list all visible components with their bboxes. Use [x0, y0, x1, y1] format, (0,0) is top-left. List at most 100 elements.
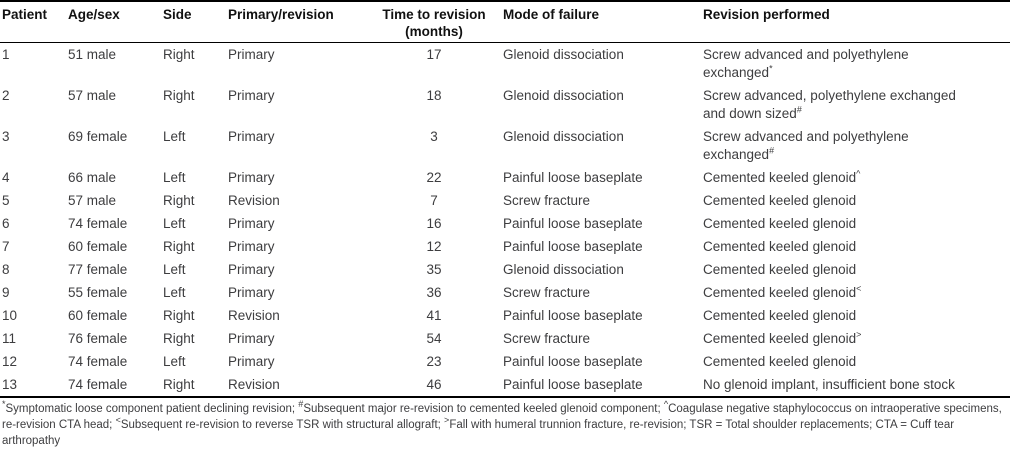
cell-months: 35: [426, 261, 442, 277]
cell-failure: Glenoid dissociation: [503, 261, 624, 277]
cell-months: 46: [426, 376, 442, 392]
cell-revision: Cemented keeled glenoid: [700, 235, 1010, 258]
cell-type: Primary: [228, 284, 275, 300]
cell-age-sex: 60 female: [68, 307, 128, 323]
table-row: 4 66 male Left Primary 22 Painful loose basep…: [0, 166, 1010, 189]
cell-type: Primary: [228, 238, 275, 254]
header-row: Patient Age/sex Side Primary/revision Ti…: [0, 1, 1010, 43]
revision-text: Cemented keeled glenoid: [703, 169, 857, 185]
table-row: 13 74 female Right Revision 46 Painful loose …: [0, 373, 1010, 397]
cell-months: 12: [426, 238, 442, 254]
cell-patient: 10: [2, 307, 18, 323]
cell-patient: 12: [2, 353, 18, 369]
revision-text: Cemented keeled glenoid: [703, 238, 857, 254]
revision-text: Cemented keeled glenoid: [703, 353, 857, 369]
cell-type: Revision: [228, 192, 280, 208]
table-row: 11 76 female Right Primary 54 Screw fracture C…: [0, 327, 1010, 350]
cell-revision: Cemented keeled glenoid: [700, 350, 1010, 373]
cell-side: Left: [163, 261, 186, 277]
cell-side: Right: [163, 307, 195, 323]
revision-text: Screw advanced and polyethylene exchange…: [703, 46, 909, 80]
cell-patient: 7: [2, 238, 10, 254]
cell-months: 36: [426, 284, 442, 300]
footnote-marker: *: [2, 399, 6, 410]
cell-age-sex: 76 female: [68, 330, 128, 346]
cell-type: Primary: [228, 353, 275, 369]
table-row: 12 74 female Left Primary 23 Painful loose ba…: [0, 350, 1010, 373]
revision-text: Screw advanced and polyethylene exchange…: [703, 128, 909, 162]
cell-failure: Painful loose baseplate: [503, 238, 643, 254]
cell-patient: 9: [2, 284, 10, 300]
table-row: 5 57 male Right Revision 7 Screw fracture Ceme…: [0, 189, 1010, 212]
cell-months: 54: [426, 330, 442, 346]
cell-failure: Glenoid dissociation: [503, 87, 624, 103]
cell-patient: 8: [2, 261, 10, 277]
table-row: 6 74 female Left Primary 16 Painful loose bas…: [0, 212, 1010, 235]
footnote-marker: >: [444, 415, 450, 426]
cell-age-sex: 57 male: [68, 192, 117, 208]
revision-text: Cemented keeled glenoid: [703, 330, 857, 346]
cell-months: 7: [430, 192, 438, 208]
cell-age-sex: 60 female: [68, 238, 128, 254]
col-header-patient: Patient: [0, 1, 66, 43]
cell-age-sex: 66 male: [68, 169, 117, 185]
footnote-marker: ^: [856, 168, 861, 178]
cell-patient: 13: [2, 376, 18, 392]
table-row: 2 57 male Right Primary 18 Glenoid dissociati…: [0, 84, 1010, 125]
cell-side: Right: [163, 376, 195, 392]
cell-revision: Cemented keeled glenoid>: [700, 327, 1010, 350]
cell-type: Primary: [228, 261, 275, 277]
table-row: 8 77 female Left Primary 35 Glenoid dissociat…: [0, 258, 1010, 281]
cell-revision: Cemented keeled glenoid: [700, 189, 1010, 212]
revision-text: Screw advanced, polyethylene exchanged a…: [703, 87, 956, 121]
cell-side: Right: [163, 46, 195, 62]
cell-months: 16: [426, 215, 442, 231]
cell-revision: Screw advanced, polyethylene exchanged a…: [700, 84, 1010, 125]
cell-age-sex: 55 female: [68, 284, 128, 300]
revision-text: No glenoid implant, insufficient bone st…: [703, 376, 955, 392]
cell-type: Revision: [228, 307, 280, 323]
cell-side: Right: [163, 330, 195, 346]
cell-failure: Painful loose baseplate: [503, 307, 643, 323]
revision-text: Cemented keeled glenoid: [703, 192, 857, 208]
cell-type: Primary: [228, 128, 275, 144]
cell-failure: Glenoid dissociation: [503, 46, 624, 62]
cell-side: Right: [163, 192, 195, 208]
cell-age-sex: 77 female: [68, 261, 128, 277]
cell-type: Primary: [228, 87, 275, 103]
cell-revision: Cemented keeled glenoid: [700, 304, 1010, 327]
cell-age-sex: 57 male: [68, 87, 117, 103]
cell-failure: Glenoid dissociation: [503, 128, 624, 144]
cell-revision: Cemented keeled glenoid<: [700, 281, 1010, 304]
footnote-marker: #: [796, 104, 802, 114]
cell-patient: 2: [2, 87, 10, 103]
revision-text: Cemented keeled glenoid: [703, 307, 857, 323]
cell-failure: Painful loose baseplate: [503, 215, 643, 231]
cell-revision: Cemented keeled glenoid: [700, 212, 1010, 235]
cell-side: Left: [163, 215, 186, 231]
cell-months: 17: [426, 46, 442, 62]
table-row: 3 69 female Left Primary 3 Glenoid dissociati…: [0, 125, 1010, 166]
cell-failure: Screw fracture: [503, 284, 591, 300]
cell-type: Primary: [228, 215, 275, 231]
cell-failure: Painful loose baseplate: [503, 169, 643, 185]
cell-type: Primary: [228, 169, 275, 185]
footnote-marker: >: [856, 329, 862, 339]
cell-revision: Cemented keeled glenoid^: [700, 166, 1010, 189]
table-row: 1 51 male Right Primary 17 Glenoid dissociati…: [0, 43, 1010, 85]
cell-type: Primary: [228, 46, 275, 62]
cell-age-sex: 74 female: [68, 376, 128, 392]
cell-side: Right: [163, 238, 195, 254]
cell-months: 3: [430, 128, 438, 144]
cell-side: Right: [163, 87, 195, 103]
footnote-marker: <: [115, 415, 121, 426]
cell-months: 18: [426, 87, 442, 103]
cell-failure: Screw fracture: [503, 192, 591, 208]
cell-revision: Screw advanced and polyethylene exchange…: [700, 43, 1010, 85]
cell-revision: Screw advanced and polyethylene exchange…: [700, 125, 1010, 166]
col-header-time-to-revision: Time to revision (months): [371, 1, 497, 43]
cell-side: Left: [163, 169, 186, 185]
cell-age-sex: 69 female: [68, 128, 128, 144]
cell-revision: Cemented keeled glenoid: [700, 258, 1010, 281]
